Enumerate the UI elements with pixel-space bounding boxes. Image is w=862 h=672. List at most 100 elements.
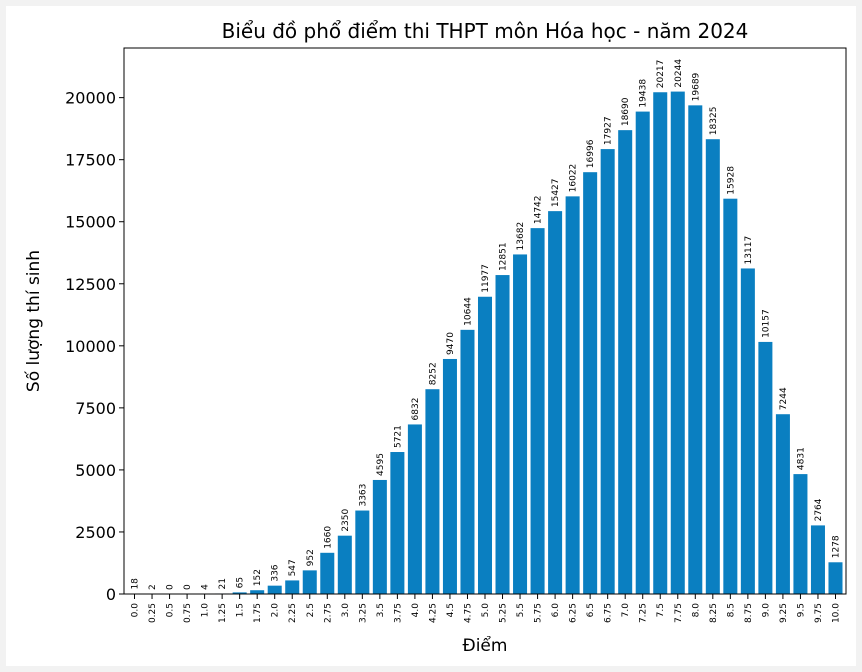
bar [337, 535, 352, 594]
bar-value-label: 13117 [744, 236, 754, 265]
x-tick-label: 5.25 [499, 603, 509, 623]
bar-value-label: 5721 [393, 425, 403, 448]
x-tick-label: 5.0 [481, 603, 491, 618]
x-tick-label: 3.5 [376, 603, 386, 617]
x-axis-label: Điểm [463, 635, 508, 656]
bar-value-label: 20217 [656, 60, 666, 89]
bar-value-label: 11977 [481, 264, 491, 293]
bar [513, 254, 528, 595]
x-tick-label: 2.25 [288, 603, 298, 623]
x-tick-label: 4.75 [463, 603, 473, 623]
x-tick-label: 4.5 [446, 603, 456, 617]
x-tick-label: 8.5 [726, 603, 736, 617]
bar [618, 130, 633, 594]
bars [127, 91, 843, 595]
x-tick-label: 2.0 [271, 603, 281, 618]
bar-value-label: 336 [271, 564, 281, 581]
bar-value-label: 4 [201, 584, 211, 590]
bar [600, 149, 615, 594]
x-tick-label: 5.5 [516, 603, 526, 617]
bar-value-label: 18 [131, 578, 141, 590]
x-tick-label: 9.25 [779, 603, 789, 623]
bar-value-labels: 18 2 0 0 4 21 65 152 336 547 952 1660 2350 3363 4595 57… [131, 59, 842, 590]
bar [758, 341, 773, 594]
x-tick-label: 10.0 [831, 603, 841, 623]
bar [425, 389, 440, 594]
x-axis: 0.0 0.25 0.5 0.75 1.0 1.25 1.5 1.75 2.0 2.25 2.5 2.… [131, 594, 841, 623]
bar-value-label: 16022 [569, 164, 579, 193]
bar [407, 424, 422, 594]
y-tick-label: 7500 [75, 399, 116, 418]
bar [442, 358, 457, 594]
x-tick-label: 9.0 [761, 603, 771, 618]
bar [250, 590, 265, 594]
x-tick-label: 0.0 [131, 603, 141, 618]
x-tick-label: 8.25 [709, 603, 719, 623]
bar-value-label: 952 [306, 549, 316, 566]
y-axis-label: Số lượng thí sinh [23, 250, 44, 392]
x-tick-label: 9.5 [796, 603, 806, 617]
bar [828, 562, 843, 594]
y-tick-label: 15000 [65, 213, 116, 232]
x-tick-label: 6.5 [586, 603, 596, 617]
bar-value-label: 12851 [499, 242, 509, 271]
x-tick-label: 6.25 [569, 603, 579, 623]
x-tick-label: 9.75 [814, 603, 824, 623]
bar [740, 268, 755, 594]
bar-value-label: 152 [253, 569, 263, 586]
bar-value-label: 17927 [604, 116, 614, 145]
bar [320, 552, 335, 594]
bar-value-label: 19689 [691, 72, 701, 101]
bar [477, 296, 493, 594]
bar [793, 474, 808, 594]
bar-value-label: 10157 [761, 309, 771, 338]
chart-title: Biểu đồ phổ điểm thi THPT môn Hóa học - … [222, 19, 749, 43]
plot-frame [123, 47, 847, 595]
bar [670, 91, 685, 595]
bar-value-label: 15928 [726, 166, 736, 195]
bar [565, 196, 580, 594]
x-tick-label: 8.75 [744, 603, 754, 623]
bar-value-label: 3363 [358, 484, 368, 507]
bar-value-label: 18690 [621, 97, 631, 126]
bar [372, 479, 387, 594]
x-tick-label: 3.75 [393, 603, 403, 623]
bar [688, 105, 703, 594]
chart-canvas: Biểu đồ phổ điểm thi THPT môn Hóa học - … [6, 6, 856, 666]
x-tick-label: 3.0 [341, 603, 351, 618]
y-axis: 0 2500 5000 7500 10000 12500 15000 17500 20000 [65, 89, 124, 604]
bar [635, 111, 650, 595]
bar [390, 452, 405, 594]
bar [810, 525, 825, 594]
bar-value-label: 1660 [323, 526, 333, 549]
bar-value-label: 19438 [639, 79, 649, 108]
bar-value-label: 65 [236, 577, 246, 588]
x-tick-label: 7.5 [656, 603, 666, 617]
bar-value-label: 18325 [709, 107, 719, 136]
y-tick-label: 10000 [65, 337, 116, 356]
bar [653, 92, 668, 594]
y-tick-label: 5000 [75, 461, 116, 480]
bar-value-label: 2350 [341, 508, 351, 531]
x-tick-label: 7.0 [621, 603, 631, 618]
bar-value-label: 20244 [674, 59, 684, 88]
bar [302, 570, 317, 594]
bar-chart: Biểu đồ phổ điểm thi THPT môn Hóa học - … [23, 19, 847, 656]
bar-value-label: 2764 [814, 498, 824, 521]
bar [775, 414, 790, 594]
bar-value-label: 10644 [463, 297, 473, 326]
x-tick-label: 3.25 [358, 603, 368, 623]
bar-value-label: 16996 [586, 139, 596, 168]
x-tick-label: 6.0 [551, 603, 561, 618]
x-tick-label: 6.75 [604, 603, 614, 623]
x-tick-label: 8.0 [691, 603, 701, 618]
y-tick-label: 2500 [75, 523, 116, 542]
x-tick-label: 1.75 [253, 603, 263, 623]
bar-value-label: 4595 [376, 453, 386, 476]
x-tick-label: 2.5 [306, 603, 316, 617]
bar [460, 329, 475, 594]
bar [723, 198, 738, 595]
bar-value-label: 8252 [428, 362, 438, 385]
bar-value-label: 547 [288, 559, 298, 576]
